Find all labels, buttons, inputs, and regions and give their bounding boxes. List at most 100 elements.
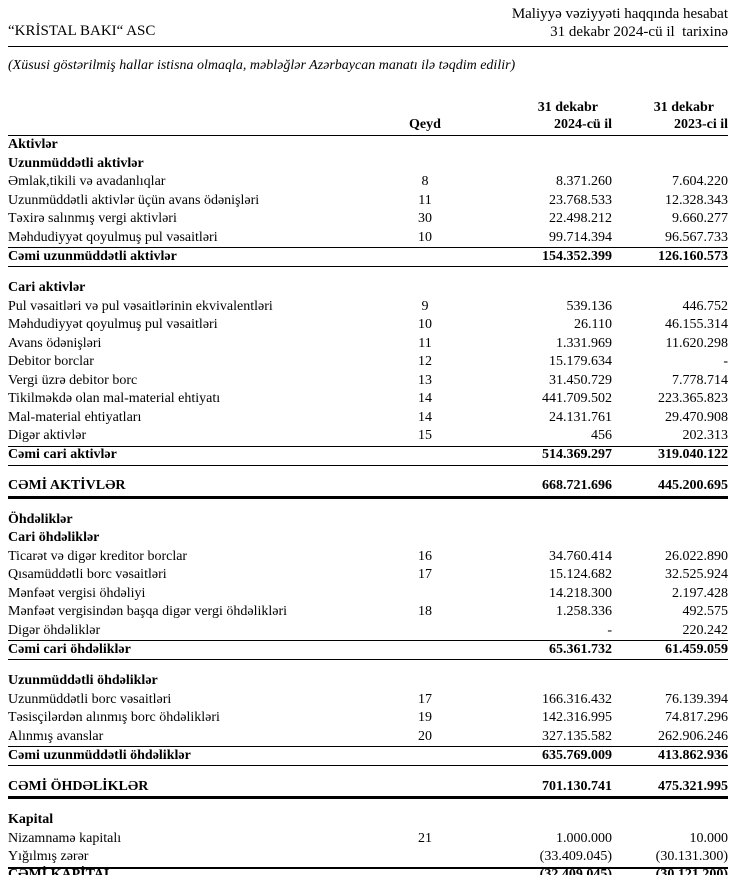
table-row: Pul vəsaitləri və pul vəsaitlərinin ekvi… <box>8 298 728 317</box>
row-value-2024: - <box>607 622 612 638</box>
row-value-2024: 327.135.582 <box>542 728 612 744</box>
statement-table-body: Aktivlər Uzunmüddətli aktivlər Əmlak,tikil… <box>8 136 728 875</box>
row-label: Avans ödənişləri <box>8 335 102 351</box>
row-note-number: 21 <box>418 830 432 846</box>
table-row: Aktivlər <box>8 136 728 155</box>
table-column-headers: Qeyd 31 dekabr 2024-cü il 31 dekabr 2023… <box>8 99 728 136</box>
row-note-number: 11 <box>418 192 432 208</box>
row-label: Öhdəliklər <box>8 511 73 527</box>
table-row: Digər öhdəliklər - 220.242 <box>8 622 728 641</box>
row-value-2023: 262.906.246 <box>658 728 728 744</box>
row-label: Cəmi uzunmüddətli aktivlər <box>8 248 177 264</box>
row-value-2023: 475.321.995 <box>658 778 728 794</box>
row-note-number: 10 <box>418 317 432 332</box>
row-note-number: 17 <box>418 567 432 582</box>
row-label: Uzunmüddətli aktivlər <box>8 155 144 171</box>
row-label: Debitor borclar <box>8 354 94 369</box>
row-value-2023: (30.131.300) <box>655 849 728 864</box>
row-note-number: 14 <box>418 391 432 406</box>
table-row: Cəmi uzunmüddətli aktivlər 154.352.399 126… <box>8 247 728 267</box>
row-value-2024: 14.218.300 <box>549 585 612 601</box>
table-row: CƏMİ KAPİTAL (32.409.045) (30.121.200) <box>8 866 728 875</box>
row-value-2024: 24.131.761 <box>549 409 612 425</box>
row-label: Digər öhdəliklər <box>8 622 101 638</box>
row-value-2024: 514.369.297 <box>542 447 612 462</box>
row-value-2023: 220.242 <box>682 622 729 638</box>
table-spacer <box>8 267 728 279</box>
row-label: Əmlak,tikili və avadanlıqlar <box>8 174 166 189</box>
row-label: Nizamnamə kapitalı <box>8 830 122 846</box>
row-value-2023: 32.525.924 <box>665 567 728 582</box>
table-row: Öhdəliklər <box>8 511 728 530</box>
row-value-2023: 74.817.296 <box>665 710 728 725</box>
company-name: “KRİSTAL BAKI“ ASC <box>8 23 156 39</box>
row-label: Cəmi cari öhdəliklər <box>8 641 131 657</box>
row-label: CƏMİ KAPİTAL <box>8 867 114 875</box>
row-label: Təsisçilərdən alınmış borc öhdəlikləri <box>8 710 220 725</box>
row-value-2024: 142.316.995 <box>542 710 612 725</box>
table-row: Yığılmış zərər (33.409.045) (30.131.300) <box>8 848 728 867</box>
table-row: CƏMİ AKTİVLƏR 668.721.696 445.200.695 <box>8 478 728 499</box>
table-row: Digər aktivlər 15 456 202.313 <box>8 427 728 446</box>
table-row: Məhdudiyyət qoyulmuş pul vəsaitləri 10 99.… <box>8 229 728 248</box>
row-note-number: 13 <box>418 372 432 388</box>
row-note-number: 9 <box>421 298 429 314</box>
row-label: Cəmi cari aktivlər <box>8 447 117 462</box>
row-value-2024: 1.000.000 <box>556 830 612 846</box>
row-label: Təxirə salınmış vergi aktivləri <box>8 211 177 226</box>
column-header-2023-line2: 2023-ci il <box>673 117 728 132</box>
table-row: Təsisçilərdən alınmış borc öhdəlikləri 19… <box>8 709 728 728</box>
table-row: Debitor borclar 12 15.179.634 - <box>8 353 728 372</box>
table-row: CƏMİ ÖHDƏLİKLƏR 701.130.741 475.321.995 <box>8 778 728 799</box>
table-row: Cari öhdəliklər <box>8 529 728 548</box>
row-value-2024: 15.179.634 <box>549 354 612 369</box>
row-label: Kapital <box>8 812 54 827</box>
table-row: Qısamüddətli borc vəsaitləri 17 15.124.682… <box>8 566 728 585</box>
table-row: Cəmi uzunmüddətli öhdəliklər 635.769.009 4… <box>8 746 728 766</box>
row-label: Uzunmüddətli öhdəliklər <box>8 673 158 688</box>
row-label: CƏMİ ÖHDƏLİKLƏR <box>8 778 149 794</box>
row-label: Mənfəət vergisindən başqa digər vergi öh… <box>8 604 288 619</box>
row-value-2024: 635.769.009 <box>542 747 612 763</box>
row-value-2024: 441.709.502 <box>542 391 612 406</box>
table-row: Əmlak,tikili və avadanlıqlar 8 8.371.260 7.… <box>8 173 728 192</box>
row-label: Tikilməkdə olan mal-material ehtiyatı <box>8 391 221 406</box>
row-label: Alınmış avanslar <box>8 728 104 744</box>
column-header-qeyd: Qeyd <box>409 117 441 132</box>
row-value-2023: 446.752 <box>682 298 729 314</box>
table-row: Alınmış avanslar 20 327.135.582 262.906.246 <box>8 728 728 747</box>
column-header-2024-line2: 2024-cü il <box>554 117 612 132</box>
row-value-2023: 2.197.428 <box>672 585 728 601</box>
row-label: CƏMİ AKTİVLƏR <box>8 478 126 493</box>
row-note-number: 30 <box>418 211 432 226</box>
table-row: Tikilməkdə olan mal-material ehtiyatı 14 4… <box>8 390 728 409</box>
row-value-2023: 202.313 <box>682 428 729 443</box>
table-row: Uzunmüddətli aktivlər <box>8 155 728 174</box>
row-note-number: 18 <box>418 604 432 619</box>
document-header: “KRİSTAL BAKI“ ASC Maliyyə vəziyyəti haq… <box>8 5 728 41</box>
row-value-2023: 12.328.343 <box>665 192 728 208</box>
row-label: Aktivlər <box>8 137 58 152</box>
row-note-number: 19 <box>418 710 432 725</box>
row-note-number: 10 <box>418 229 432 245</box>
row-label: Cəmi uzunmüddətli öhdəliklər <box>8 747 191 763</box>
row-value-2024: 166.316.432 <box>542 691 612 707</box>
table-spacer <box>8 766 728 778</box>
row-value-2024: 701.130.741 <box>542 778 612 794</box>
column-header-2023: 31 dekabr 2023-ci il <box>612 99 728 133</box>
row-label: Vergi üzrə debitor borc <box>8 372 138 388</box>
row-value-2024: 23.768.533 <box>549 192 612 208</box>
row-note-number: 20 <box>418 728 432 744</box>
row-value-2023: 492.575 <box>682 604 729 619</box>
table-spacer <box>8 799 728 811</box>
table-row: Mənfəət vergisi öhdəliyi 14.218.300 2.197.… <box>8 585 728 604</box>
table-row: Məhdudiyyət qoyulmuş pul vəsaitləri 10 26.… <box>8 316 728 335</box>
table-row: Mənfəət vergisindən başqa digər vergi öh… <box>8 603 728 622</box>
table-row: Avans ödənişləri 11 1.331.969 11.620.298 <box>8 335 728 354</box>
table-row: Təxirə salınmış vergi aktivləri 30 22.498.… <box>8 210 728 229</box>
column-header-2024-line1: 31 dekabr <box>537 100 598 115</box>
row-value-2023: 9.660.277 <box>672 211 728 226</box>
row-value-2023: 319.040.122 <box>658 447 728 462</box>
row-label: Məhdudiyyət qoyulmuş pul vəsaitləri <box>8 229 218 245</box>
table-spacer <box>8 660 728 672</box>
